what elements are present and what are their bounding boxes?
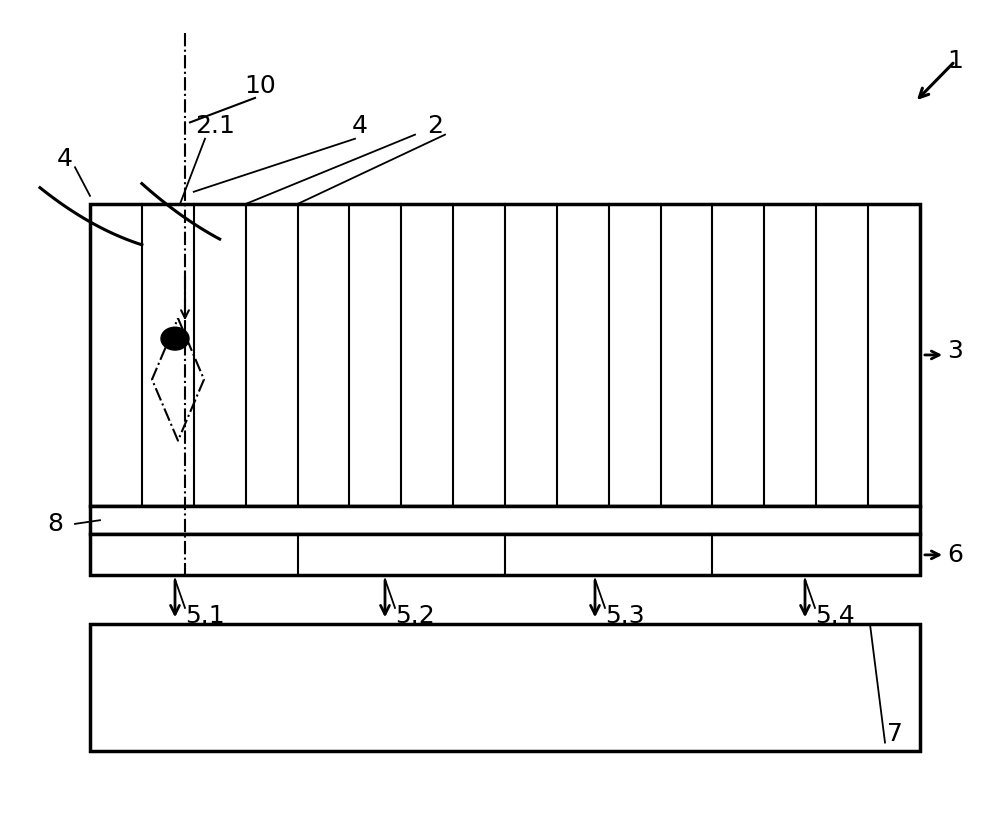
Text: 7: 7 <box>887 722 903 747</box>
Text: 5.2: 5.2 <box>395 604 435 628</box>
Bar <box>90 534 920 575</box>
Text: 5.3: 5.3 <box>605 604 645 628</box>
Text: 2.1: 2.1 <box>195 114 235 139</box>
Text: 10: 10 <box>244 73 276 98</box>
Text: 2: 2 <box>427 114 443 139</box>
Text: 6: 6 <box>947 543 963 567</box>
Bar <box>90 204 920 506</box>
Text: 5.1: 5.1 <box>185 604 225 628</box>
Bar <box>90 624 920 751</box>
Text: 4: 4 <box>57 147 73 171</box>
Text: 3: 3 <box>947 339 963 363</box>
Text: 1: 1 <box>947 49 963 73</box>
Text: 5.4: 5.4 <box>815 604 855 628</box>
Circle shape <box>161 327 189 350</box>
Text: 8: 8 <box>47 512 63 536</box>
Bar <box>90 506 920 534</box>
Text: 4: 4 <box>352 114 368 139</box>
